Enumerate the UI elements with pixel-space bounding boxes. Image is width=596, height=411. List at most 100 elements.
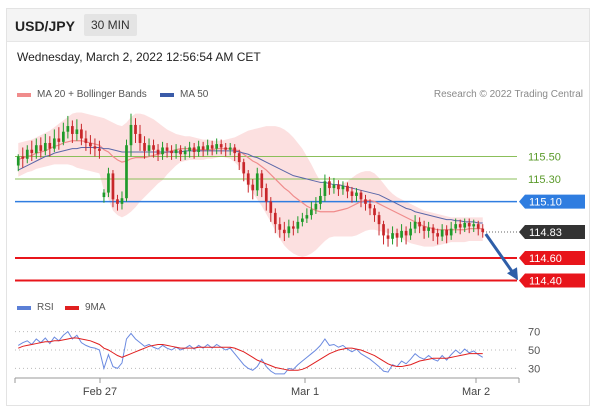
candle-body [84,138,88,143]
candle-body [197,146,200,152]
level-label: 114.60 [529,253,562,265]
candle-body [431,227,435,234]
candle-body [449,228,453,236]
candle-body [224,147,228,150]
timeframe-button[interactable]: 30 MIN [84,14,137,36]
legend-ma20: MA 20 + Bollinger Bands [17,89,147,100]
candle-body [138,133,142,143]
candle-body [255,173,259,191]
ma20-swatch [17,92,31,97]
candle-body [192,147,196,152]
candle-body [125,145,128,199]
candle-body [282,229,286,234]
candle-body [296,221,300,229]
candle-body [323,181,327,196]
candle-body [25,149,29,159]
candle-body [337,184,340,190]
candle-body [89,142,92,147]
x-tick-label: Mar 1 [291,386,319,398]
level-tag [519,250,585,265]
candle-body [476,224,480,229]
candle-body [440,229,444,237]
rsi-tick-label: 70 [528,327,540,339]
projection-arrowhead [507,267,518,281]
candle-body [34,145,38,154]
candle-body [377,215,381,225]
level-label: 114.40 [529,276,562,288]
candle-body [454,224,458,229]
level-label: 115.30 [528,174,561,186]
candle-body [472,224,476,227]
credit-text: Research © 2022 Trading Central [433,89,583,100]
candle-body [228,147,232,150]
candle-body [111,173,115,200]
candle-body [75,129,79,134]
candle-body [134,124,137,134]
candle-body [120,198,124,204]
candle-body [179,149,182,155]
candle-body [350,191,354,196]
bollinger-band [18,112,483,257]
candle-body [48,142,52,149]
candle-body [269,201,273,213]
ma20-label: MA 20 + Bollinger Bands [37,89,147,100]
candle-body [183,150,187,155]
candle-body [246,173,250,185]
candle-body [305,215,309,219]
x-tick-label: Mar 2 [462,386,490,398]
candle-body [359,192,363,200]
candle-body [188,147,191,151]
projection-arrow [484,233,516,276]
candle-body [129,124,133,146]
candle-body [143,142,146,151]
candle-body [102,192,106,198]
timestamp: Wednesday, March 2, 2022 12:56:54 AM CET [17,50,261,64]
candle-body [278,224,282,230]
candle-body [39,145,43,151]
candle-body [418,221,421,227]
candle-body [368,203,372,209]
candle-body [355,192,358,196]
candle-body [242,162,246,174]
candle-body [215,144,219,149]
candle-body [251,184,255,191]
rsi-tick-label: 30 [528,363,540,375]
ma9-label: 9MA [85,302,106,313]
candle-body [328,181,331,189]
candle-body [467,223,471,227]
candle-body [161,147,164,155]
candle-body [30,149,34,154]
ma50-label: MA 50 [180,89,209,100]
legend-9ma: 9MA [65,302,106,313]
candle-body [373,208,376,216]
candle-body [314,203,318,210]
candle-body [287,226,291,234]
candle-body [395,233,399,238]
candle-body [210,145,214,149]
candle-body [174,149,178,154]
candle-body [116,199,119,204]
candle-body [422,226,426,231]
candle-body [52,138,56,149]
candle-body [391,233,394,239]
candle-body [463,223,467,228]
candle-body [237,153,241,163]
chart-widget: USD/JPY 30 MIN Wednesday, March 2, 2022 … [6,8,590,406]
candle-body [16,156,20,166]
candle-body [43,142,47,151]
symbol-title: USD/JPY [15,18,75,34]
candle-body [165,147,169,151]
x-tick-label: Feb 27 [83,386,117,398]
legend-rsi: RSI [17,302,54,313]
rsi-line [17,330,484,375]
candle-body [170,150,173,154]
level-label: 115.10 [529,197,562,209]
legend-ma50: MA 50 [160,89,208,100]
candle-body [481,228,485,233]
candle-body [156,149,160,155]
candle-body [61,131,65,142]
candle-body [319,195,322,204]
candle-body [21,156,25,159]
candle-body [98,148,101,151]
rsi-swatch [17,305,31,310]
